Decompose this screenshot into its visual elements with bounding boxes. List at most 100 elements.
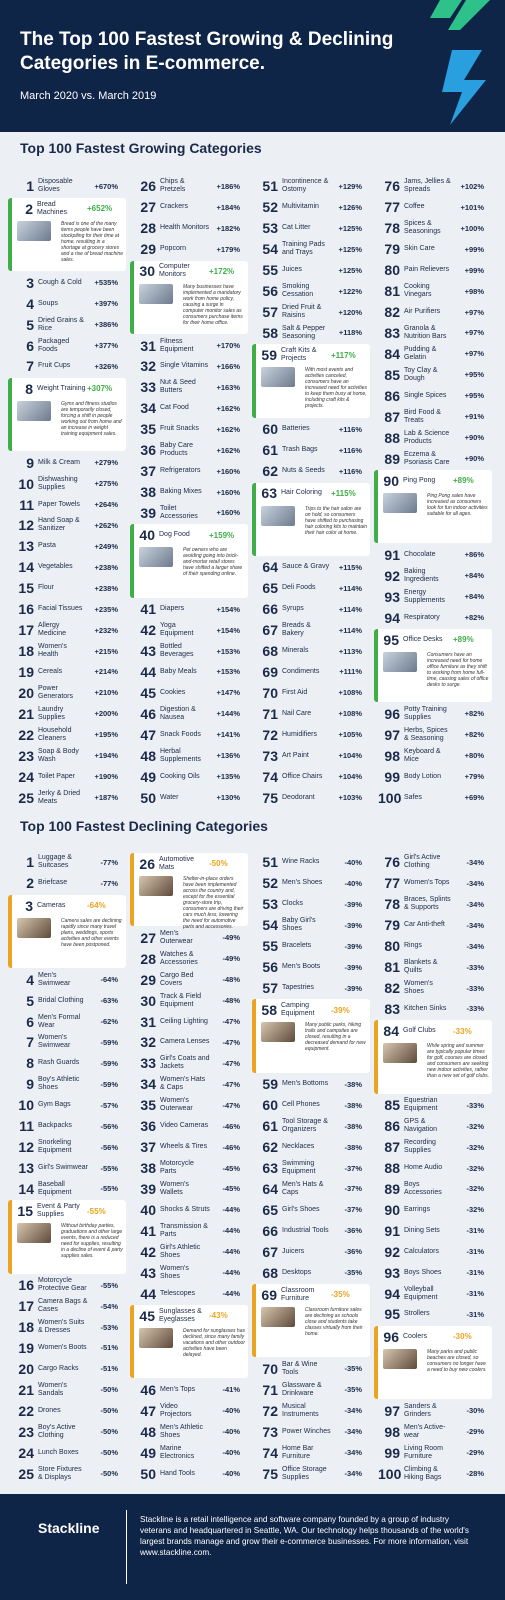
change-value: -44% — [222, 1205, 240, 1215]
category-name: Snack Foods — [160, 730, 201, 738]
rank-number: 53 — [262, 896, 278, 913]
category-name: Women's Suits & Dresses — [38, 1319, 85, 1335]
category-name: Fitness Equipment — [160, 337, 194, 353]
rank-number: 5 — [26, 316, 34, 333]
rank-number: 69 — [261, 1286, 277, 1303]
rank-number: 36 — [140, 1118, 156, 1135]
growing-list-item: 32 Single Vitamins +166% — [134, 356, 240, 376]
category-name: Pasta — [38, 542, 56, 550]
change-value: -45% — [222, 1184, 240, 1194]
declining-list-item: 70 Bar & Wine Tools -35% — [256, 1359, 362, 1379]
rank-number: 16 — [18, 601, 34, 618]
declining-list-item: 48 Men's Athletic Shoes -40% — [134, 1422, 240, 1442]
declining-list-item: 60 Cell Phones -38% — [256, 1095, 362, 1115]
rank-number: 29 — [140, 241, 156, 258]
declining-list-item: 1 Luggage & Suitcases -77% — [12, 852, 118, 872]
declining-list-item: 46 Men's Tops -41% — [134, 1380, 240, 1400]
rank-number: 63 — [261, 485, 277, 502]
rank-number: 1 — [26, 178, 34, 195]
change-value: +166% — [216, 361, 240, 371]
declining-list-item: 39 Women's Wallets -45% — [134, 1179, 240, 1199]
change-value: +194% — [94, 751, 118, 761]
declining-list-item: 21 Women's Sandals -50% — [12, 1380, 118, 1400]
page-subtitle: March 2020 vs. March 2019 — [20, 90, 157, 102]
change-value: -29% — [466, 1427, 484, 1437]
change-value: +195% — [94, 730, 118, 740]
change-value: +535% — [94, 278, 118, 288]
category-name: Cameras — [37, 901, 66, 909]
change-value: +84% — [464, 592, 484, 602]
declining-list-item: 13 Girl's Swimwear -55% — [12, 1158, 118, 1178]
change-value: -47% — [222, 1037, 240, 1047]
change-value: +210% — [94, 688, 118, 698]
change-value: -31% — [466, 1247, 484, 1257]
rank-number: 19 — [18, 663, 34, 680]
highlight-accent-bar — [374, 629, 378, 703]
growing-list-item: 80 Pain Relievers +99% — [378, 260, 484, 280]
change-value: -39% — [344, 920, 362, 930]
rank-number: 21 — [18, 705, 34, 722]
change-value: -41% — [222, 1385, 240, 1395]
product-image — [383, 1348, 417, 1369]
rank-number: 49 — [140, 1444, 156, 1461]
category-name: Chips & Pretzels — [160, 178, 186, 194]
rank-number: 60 — [262, 421, 278, 438]
growing-list-item: 98 Keyboard & Mice +80% — [378, 746, 484, 766]
rank-number: 10 — [18, 1097, 34, 1114]
rank-number: 67 — [262, 1243, 278, 1260]
category-name: Lab & Science Products — [404, 429, 450, 445]
rank-number: 19 — [18, 1339, 34, 1356]
category-name: Men's Bottoms — [282, 1080, 329, 1088]
growing-list-item: 33 Nut & Seed Butters +163% — [134, 377, 240, 397]
rank-number: 65 — [262, 1201, 278, 1218]
change-value: +115% — [331, 488, 356, 498]
growing-list-item: 36 Baby Care Products +162% — [134, 440, 240, 460]
category-name: Recording Supplies — [404, 1139, 436, 1155]
change-value: -44% — [222, 1226, 240, 1236]
rank-number: 16 — [18, 1277, 34, 1294]
growing-list-item: 57 Dried Fruit & Raisins +120% — [256, 302, 362, 322]
highlight-note: Many parks and public beaches are closed… — [427, 1348, 487, 1373]
change-value: -39% — [331, 1005, 350, 1015]
category-name: Men's Swimwear — [38, 971, 71, 987]
change-value: +147% — [216, 688, 240, 698]
highlight-note: Bread is one of the many items people ha… — [61, 220, 123, 263]
declining-list-item: 2 Briefcase -77% — [12, 873, 118, 893]
rank-number: 58 — [261, 1002, 277, 1019]
product-image — [139, 876, 173, 896]
category-name: Dining Sets — [404, 1226, 440, 1234]
highlight-note: While spring and summer are typically po… — [427, 1043, 489, 1080]
rank-number: 26 — [139, 855, 155, 872]
rank-number: 70 — [262, 1360, 278, 1377]
change-value: +95% — [464, 370, 484, 380]
rank-number: 99 — [384, 768, 400, 785]
rank-number: 12 — [18, 517, 34, 534]
highlight-accent-bar — [130, 853, 134, 927]
category-name: Cereals — [38, 667, 63, 675]
rank-number: 22 — [18, 1402, 34, 1419]
highlight-note: Camera sales are declining rapidly since… — [61, 917, 122, 948]
highlight-accent-bar — [8, 377, 12, 452]
rank-number: 60 — [262, 1097, 278, 1114]
growing-list-item: 38 Baking Mixes +160% — [134, 482, 240, 502]
rank-number: 91 — [384, 546, 400, 563]
rank-number: 47 — [140, 726, 156, 743]
declining-list-item: 25 Store Fixtures & Displays -50% — [12, 1464, 118, 1484]
category-name: Pudding & Gelatin — [404, 345, 437, 361]
category-name: Energy Supplements — [404, 588, 445, 604]
change-value: -38% — [344, 1121, 362, 1131]
growing-list-item: 56 Smoking Cessation +122% — [256, 281, 362, 301]
change-value: -56% — [100, 1121, 118, 1131]
category-name: Allergy Medicine — [38, 622, 67, 638]
category-name: First Aid — [282, 688, 308, 696]
category-name: Women's Shoes — [404, 980, 433, 996]
category-name: Air Purifiers — [404, 308, 441, 316]
growing-list-item: 17 Allergy Medicine +232% — [12, 620, 118, 640]
category-name: Strollers — [404, 1310, 430, 1318]
change-value: -34% — [466, 878, 484, 888]
change-value: -28% — [466, 1469, 484, 1479]
declining-list-item: 28 Watches & Accessories -49% — [134, 949, 240, 969]
change-value: +120% — [338, 307, 362, 317]
change-value: -47% — [222, 1100, 240, 1110]
rank-number: 78 — [384, 896, 400, 913]
